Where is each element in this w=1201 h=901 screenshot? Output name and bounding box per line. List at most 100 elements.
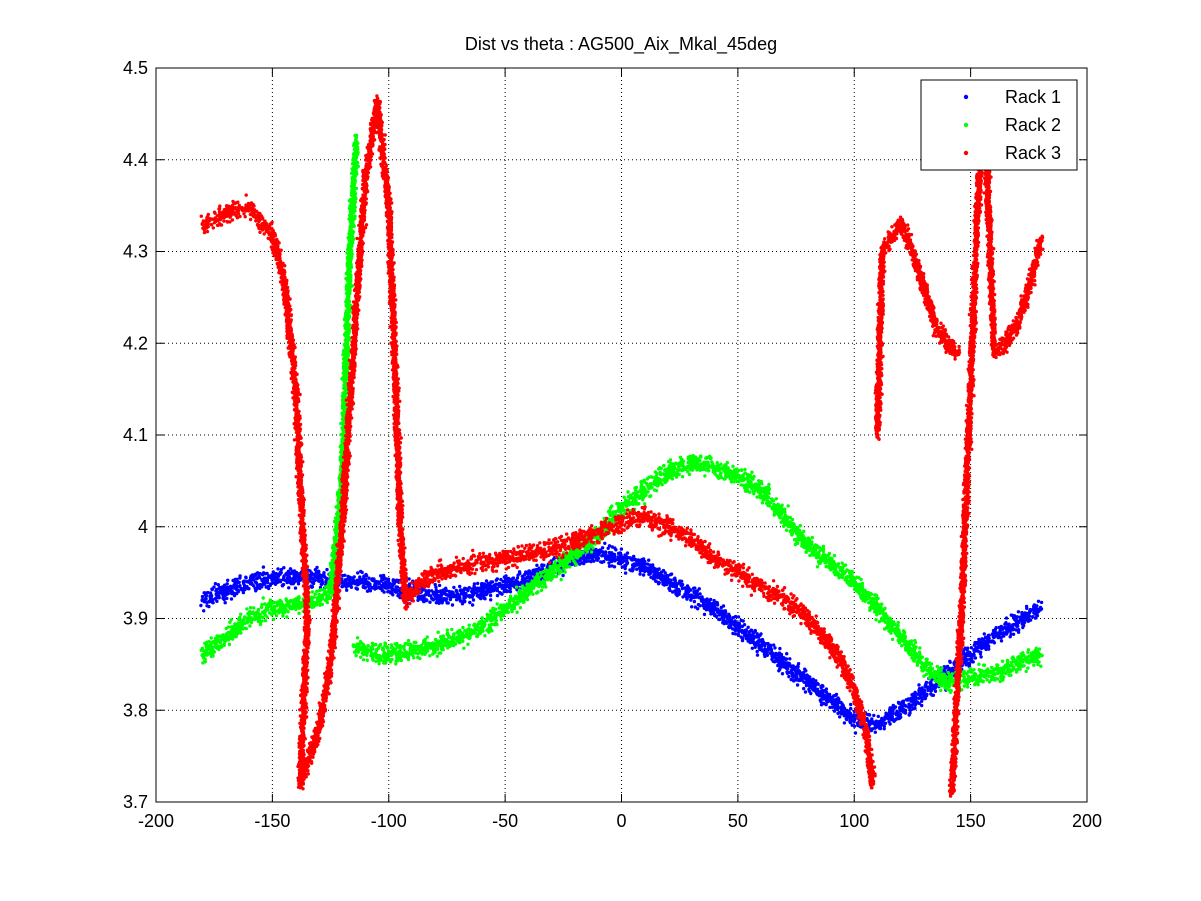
scatter-dot (202, 609, 206, 613)
scatter-dot (711, 602, 715, 606)
scatter-dot (454, 588, 458, 593)
scatter-dot (520, 578, 525, 582)
scatter-dot (223, 601, 227, 605)
scatter-dot (787, 674, 791, 679)
scatter-dot (902, 703, 906, 708)
scatter-dot (311, 581, 316, 586)
scatter-dot (1004, 621, 1008, 625)
scatter-dot (797, 678, 802, 683)
scatter-dot (652, 573, 656, 578)
scatter-dot (785, 661, 789, 666)
scatter-dot (315, 589, 319, 593)
scatter-dot (715, 601, 719, 605)
scatter-dot (1015, 615, 1019, 619)
scatter-dot (204, 649, 209, 654)
scatter-dot (632, 554, 636, 559)
scatter-dot (887, 720, 891, 724)
scatter-dot (489, 580, 493, 584)
scatter-dot (924, 680, 929, 685)
scatter-dot (964, 663, 968, 667)
scatter-dot (390, 591, 394, 595)
scatter-dot (948, 660, 952, 664)
scatter-dot (523, 572, 527, 577)
scatter-dot (273, 582, 278, 586)
scatter-dot (336, 498, 340, 502)
scatter-dot (209, 641, 213, 646)
scatter-dot (944, 666, 948, 670)
scatter-dot (992, 630, 996, 635)
scatter-dot (511, 576, 516, 580)
scatter-dot (203, 657, 207, 661)
scatter-dot (1033, 616, 1038, 620)
scatter-dot (1039, 600, 1044, 605)
scatter-dot (517, 570, 522, 574)
scatter-dot (741, 619, 745, 623)
scatter-dot (202, 599, 206, 604)
scatter-dot (349, 585, 354, 589)
scatter-dot (209, 594, 214, 598)
scatter-dot (471, 598, 476, 602)
scatter-dot (933, 686, 937, 690)
scatter-dot (755, 649, 759, 654)
scatter-dot (253, 580, 258, 584)
scatter-dot (721, 621, 725, 625)
scatter-dot (812, 688, 816, 692)
scatter-dot (618, 551, 622, 555)
scatter-dot (376, 586, 380, 590)
scatter-dot (788, 670, 792, 675)
scatter-dot (643, 568, 648, 572)
scatter-dot (268, 575, 272, 579)
scatter-dot (692, 590, 696, 594)
scatter-dot (311, 572, 315, 576)
scatter-dot (678, 580, 682, 585)
scatter-dot (788, 657, 792, 661)
scatter-dot (380, 576, 384, 580)
scatter-dot (711, 608, 715, 613)
scatter-dot (612, 565, 617, 569)
scatter-dot (431, 598, 436, 602)
scatter-dot (235, 622, 239, 627)
scatter-dot (387, 589, 391, 593)
scatter-dot (625, 559, 629, 563)
scatter-dot (702, 612, 707, 617)
scatter-dot (824, 698, 829, 703)
scatter-dot (253, 574, 257, 578)
scatter-dot (309, 576, 313, 580)
scatter-dot (461, 599, 466, 604)
scatter-dot (368, 584, 372, 588)
scatter-dot (207, 604, 211, 609)
scatter-dot (388, 581, 392, 586)
scatter-dot (407, 577, 411, 581)
scatter-dot (353, 155, 358, 159)
scatter-dot (286, 578, 291, 582)
scatter-dot (695, 589, 700, 593)
scatter-dot (884, 713, 889, 717)
scatter-dot (842, 721, 847, 725)
scatter-dot (455, 592, 460, 596)
scatter-dot (379, 579, 383, 583)
scatter-dot (215, 599, 219, 603)
scatter-dot (777, 655, 781, 659)
scatter-dot (394, 578, 399, 583)
scatter-dot (263, 613, 267, 617)
scatter-dot (677, 589, 682, 593)
scatter-dot (253, 614, 257, 618)
scatter-dot (441, 588, 446, 592)
scatter-dot (448, 597, 453, 602)
scatter-dot (586, 553, 590, 558)
scatter-dot (749, 628, 753, 632)
scatter-dot (354, 151, 358, 155)
scatter-dot (815, 687, 820, 691)
scatter-dot (272, 604, 277, 609)
scatter-dot (719, 605, 723, 610)
scatter-dot (298, 573, 302, 577)
scatter-dot (325, 567, 329, 572)
scatter-dot (727, 613, 731, 618)
scatter-dot (880, 718, 884, 722)
scatter-dot (785, 670, 789, 674)
scatter-dot (241, 590, 246, 595)
scatter-dot (865, 712, 870, 717)
scatter-dot (340, 584, 345, 589)
scatter-dot (281, 614, 285, 618)
scatter-dot (313, 568, 318, 572)
